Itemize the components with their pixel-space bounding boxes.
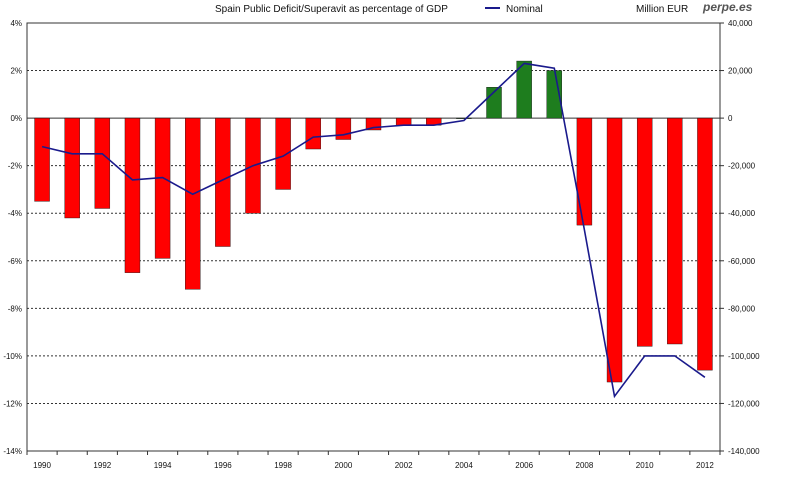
right-axis-unit: Million EUR bbox=[636, 4, 688, 15]
x-tick-label: 2012 bbox=[696, 461, 714, 470]
x-tick-label: 1996 bbox=[214, 461, 232, 470]
bar-1998 bbox=[275, 117, 291, 190]
bar-2012 bbox=[697, 117, 713, 371]
y-right-tick-label: 0 bbox=[728, 114, 733, 123]
y-axis-right: 40,000 20,000 0 -20,000 -40,000 -60,000 -80,00… bbox=[720, 19, 760, 456]
y-left-tick-label: -2% bbox=[8, 162, 22, 171]
y-right-tick-label: -80,000 bbox=[728, 304, 756, 313]
y-left-tick-label: 0% bbox=[10, 114, 22, 123]
x-tick-label: 2000 bbox=[334, 461, 352, 470]
y-axis-left: 4% 2% 0% -2% -4% -6% -8% -10% -12% -14% bbox=[3, 19, 22, 456]
x-tick-label: 1992 bbox=[93, 461, 111, 470]
y-right-tick-label: -100,000 bbox=[728, 352, 760, 361]
legend-label: Nominal bbox=[506, 4, 543, 15]
y-left-tick-label: -14% bbox=[3, 447, 22, 456]
x-tick-label: 2008 bbox=[576, 461, 594, 470]
y-right-tick-label: -20,000 bbox=[728, 162, 756, 171]
bar-1992 bbox=[94, 117, 111, 209]
bar-2002 bbox=[395, 117, 412, 126]
bar-2009 bbox=[606, 117, 623, 383]
bar-2000 bbox=[335, 117, 352, 140]
y-right-tick-label: -120,000 bbox=[728, 399, 760, 408]
y-left-tick-label: -8% bbox=[8, 304, 22, 313]
y-right-tick-label: -140,000 bbox=[728, 447, 760, 456]
y-right-tick-label: 40,000 bbox=[728, 19, 753, 28]
brand-logo: perpe.es bbox=[702, 0, 753, 14]
x-tick-label: 2004 bbox=[455, 461, 473, 470]
bar-2004 bbox=[456, 117, 472, 119]
bar-2010 bbox=[636, 117, 653, 347]
x-tick-label: 2010 bbox=[636, 461, 654, 470]
bar-2001 bbox=[365, 117, 382, 131]
y-left-tick-label: 4% bbox=[10, 19, 22, 28]
bar-2011 bbox=[667, 117, 683, 345]
y-left-tick-label: -6% bbox=[8, 257, 22, 266]
x-tick-label: 2002 bbox=[395, 461, 413, 470]
y-left-tick-label: -12% bbox=[3, 399, 22, 408]
bar-1999 bbox=[305, 117, 321, 150]
x-tick-label: 2006 bbox=[515, 461, 533, 470]
nominal-line-series bbox=[41, 62, 706, 399]
bar-1996 bbox=[215, 117, 231, 247]
y-left-tick-label: 2% bbox=[10, 67, 22, 76]
y-right-tick-label: -40,000 bbox=[728, 209, 756, 218]
y-left-tick-label: -4% bbox=[8, 209, 22, 218]
y-right-tick-label: 20,000 bbox=[728, 67, 753, 76]
y-left-tick-label: -10% bbox=[3, 352, 22, 361]
plot-area bbox=[26, 22, 721, 452]
nominal-line bbox=[41, 62, 706, 399]
y-right-tick-label: -60,000 bbox=[728, 257, 756, 266]
chart-title: Spain Public Deficit/Superavit as percen… bbox=[215, 4, 448, 15]
bar-1993 bbox=[124, 117, 141, 273]
bar-1990 bbox=[34, 117, 50, 202]
x-tick-label: 1990 bbox=[33, 461, 51, 470]
x-tick-label: 1994 bbox=[154, 461, 172, 470]
bar-2008 bbox=[576, 117, 593, 226]
bar-2006 bbox=[516, 60, 532, 119]
x-tick-label: 1998 bbox=[274, 461, 292, 470]
bar-1991 bbox=[64, 117, 80, 219]
bar-1994 bbox=[154, 117, 171, 259]
bar-1995 bbox=[185, 117, 201, 290]
x-axis: 1990 1992 1994 1996 1998 2000 2002 2004 2006 2008… bbox=[26, 451, 721, 470]
